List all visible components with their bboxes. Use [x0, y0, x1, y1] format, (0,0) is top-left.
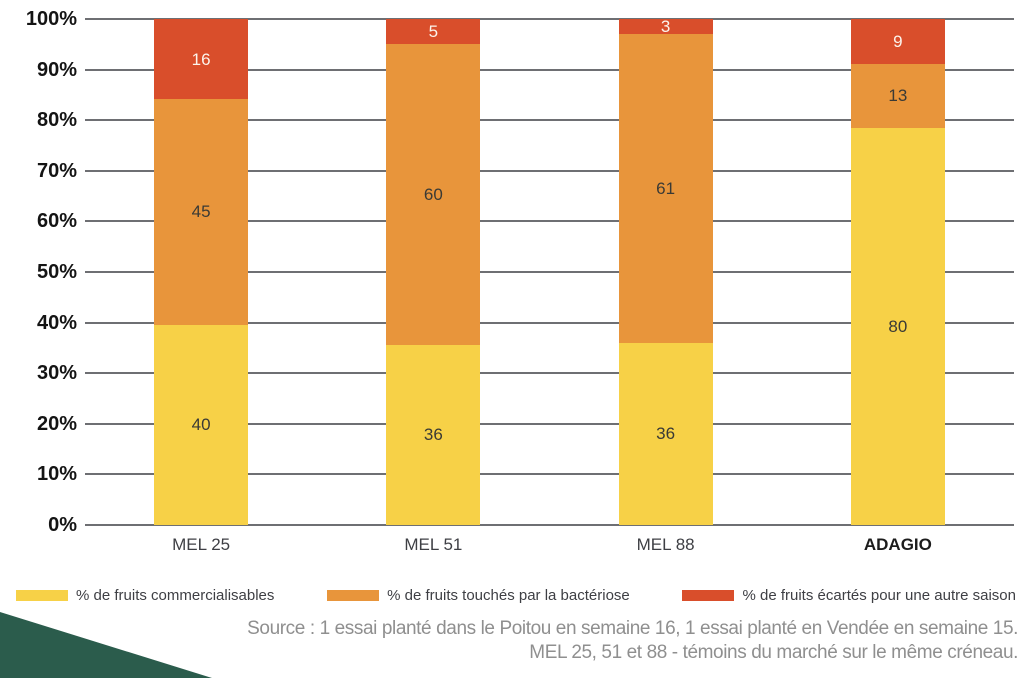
- bar-value-label: 61: [656, 179, 676, 198]
- bar-value-label: 36: [423, 425, 443, 445]
- y-tick-label: 100%: [25, 8, 77, 30]
- bar-value-label: 40: [191, 415, 211, 435]
- bar-value-label: 36: [656, 424, 676, 444]
- source-line-2: MEL 25, 51 et 88 - témoins du marché sur…: [529, 642, 1018, 663]
- y-tick-label: 0%: [48, 514, 77, 536]
- legend-swatch: [16, 589, 68, 601]
- gridline: [85, 372, 1014, 375]
- gridline: [85, 271, 1014, 273]
- legend-label: % de fruits touchés par la bactériose: [387, 586, 630, 604]
- gridline: [85, 169, 1014, 172]
- bar-segment: 3: [618, 17, 713, 37]
- legend-swatch: [682, 589, 735, 601]
- corner-triangle-decoration: [0, 612, 212, 678]
- bar-value-label: 5: [428, 22, 439, 42]
- bar-ADAGIO: 9 13 80: [850, 19, 945, 525]
- legend-label: % de fruits écartés pour une autre saiso…: [742, 586, 1016, 604]
- bar-segment: 45: [154, 99, 249, 325]
- x-tick-label-ADAGIO: ADAGIO: [863, 535, 932, 554]
- bar-segment: 80: [850, 128, 945, 525]
- bar-MEL 88: 3 61 36: [618, 17, 713, 525]
- x-tick-label-MEL 25: MEL 25: [172, 535, 231, 554]
- gridline: [85, 321, 1014, 324]
- bar-segment: 5: [386, 19, 481, 45]
- bar-segment: 40: [154, 324, 249, 525]
- bar-segment: 61: [618, 34, 713, 343]
- bar-segment: 13: [850, 63, 945, 129]
- y-tick-label: 90%: [36, 58, 77, 81]
- gridline: [85, 68, 1014, 71]
- bar-value-label: 16: [191, 49, 211, 69]
- y-tick-label: 40%: [36, 311, 77, 334]
- legend: % de fruits commercialisables % de fruits…: [16, 583, 1016, 607]
- bar-value-label: 45: [191, 202, 211, 222]
- bar-segment: 36: [618, 342, 713, 525]
- bar-value-label: 60: [423, 184, 443, 204]
- bar-segment: 16: [154, 19, 249, 100]
- bar-segment: 36: [386, 344, 481, 525]
- bar-MEL 25: 16 45 40: [154, 19, 249, 525]
- legend-item: % de fruits touchés par la bactériose: [327, 587, 630, 604]
- legend-swatch: [327, 589, 380, 601]
- bar-segment: 60: [386, 44, 481, 345]
- bar-value-label: 13: [888, 86, 908, 106]
- gridline: [85, 220, 1014, 223]
- source-line-1: Source : 1 essai planté dans le Poitou e…: [247, 618, 1018, 639]
- y-tick-label: 80%: [36, 109, 77, 132]
- y-tick-label: 70%: [36, 159, 77, 182]
- y-tick-label: 50%: [36, 261, 77, 283]
- gridline: [85, 18, 1014, 20]
- gridline: [85, 473, 1014, 476]
- bar-value-label: 9: [893, 31, 903, 51]
- y-tick-label: 30%: [36, 362, 77, 385]
- y-tick-label: 20%: [36, 412, 77, 435]
- gridline: [85, 422, 1014, 425]
- bar-value-label: 3: [660, 17, 671, 37]
- x-tick-label-MEL 88: MEL 88: [636, 535, 695, 554]
- y-tick-label: 60%: [36, 210, 77, 233]
- gridline: [85, 119, 1014, 122]
- bar-segment: 9: [850, 19, 945, 64]
- legend-label: % de fruits commercialisables: [76, 586, 275, 604]
- bar-MEL 51: 5 60 36: [386, 19, 481, 525]
- x-tick-label-MEL 51: MEL 51: [404, 535, 463, 554]
- legend-item: % de fruits commercialisables: [16, 587, 274, 604]
- legend-item: % de fruits écartés pour une autre saiso…: [682, 587, 1016, 604]
- bar-value-label: 80: [888, 317, 908, 337]
- source-note: Source : 1 essai planté dans le Poitou e…: [247, 617, 1018, 665]
- gridline: [85, 524, 1014, 526]
- y-tick-label: 10%: [36, 463, 77, 486]
